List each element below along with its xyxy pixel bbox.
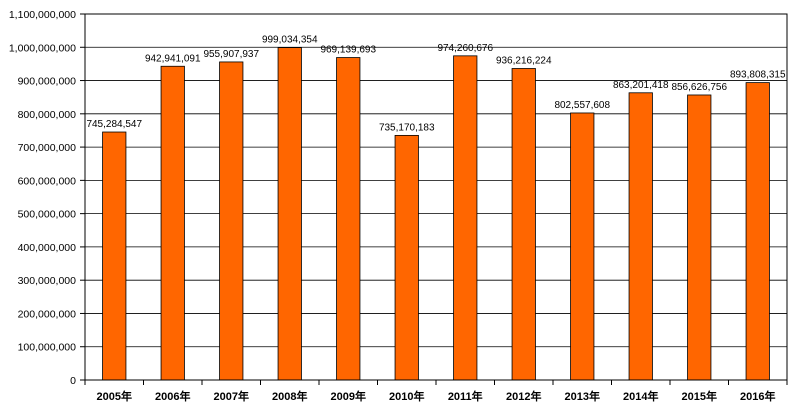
x-tick-label: 2013年 xyxy=(565,389,600,403)
bar xyxy=(453,55,478,381)
x-axis-tick-labels: 2005年 2006年 2007年 2008年 2009年 2010年 2011年 2012年… xyxy=(97,389,776,403)
data-label: 893,808,315 xyxy=(730,70,786,81)
axes xyxy=(80,13,788,385)
x-tick-label: 2010年 xyxy=(389,389,424,403)
bar xyxy=(511,68,536,381)
bar xyxy=(628,92,653,381)
data-label: 999,034,354 xyxy=(262,35,318,46)
bar xyxy=(394,134,419,381)
data-labels: 745,284,547 942,941,091 955,907,937999,034… xyxy=(86,35,786,134)
y-tick-label: 100,000,000 xyxy=(18,342,77,354)
x-tick-label: 2007年 xyxy=(214,389,249,403)
y-tick-label: 1,000,000,000 xyxy=(9,42,76,54)
y-tick-label: 300,000,000 xyxy=(18,275,77,287)
y-tick-label: 200,000,000 xyxy=(18,308,77,320)
data-label: 955,907,937 xyxy=(203,49,259,60)
x-tick-label: 2014年 xyxy=(623,389,658,403)
bar xyxy=(745,82,770,381)
bar xyxy=(219,61,244,381)
x-tick-label: 2015年 xyxy=(682,389,717,403)
x-tick-label: 2009年 xyxy=(331,389,366,403)
x-tick-label: 2012年 xyxy=(506,389,541,403)
y-tick-label: 800,000,000 xyxy=(18,109,77,121)
data-label: 856,626,756 xyxy=(671,82,727,93)
bar xyxy=(687,94,712,381)
data-label: 942,941,091 xyxy=(145,53,201,64)
x-tick-label: 2006年 xyxy=(155,389,190,403)
data-label: 863,201,418 xyxy=(613,80,669,91)
bar xyxy=(277,47,302,381)
y-tick-label: 1,100,000,000 xyxy=(9,9,76,21)
data-label: 745,284,547 xyxy=(86,119,142,130)
y-tick-label: 0 xyxy=(70,375,76,387)
x-tick-label: 2016年 xyxy=(740,389,775,403)
bar xyxy=(102,131,127,381)
x-tick-label: 2011年 xyxy=(448,389,483,403)
x-tick-label: 2008年 xyxy=(272,389,307,403)
data-label: 974,260,676 xyxy=(437,43,493,54)
y-tick-label: 700,000,000 xyxy=(18,142,77,154)
data-label: 969,139,693 xyxy=(320,45,376,56)
y-tick-label: 500,000,000 xyxy=(18,209,77,221)
bar xyxy=(336,57,361,381)
data-label: 802,557,608 xyxy=(554,100,610,111)
y-axis-tick-labels: 0 100,000,000 200,000,000 300,000,000 400,00… xyxy=(9,9,76,387)
y-tick-label: 600,000,000 xyxy=(18,175,77,187)
data-label: 936,216,224 xyxy=(496,55,552,66)
x-tick-label: 2005年 xyxy=(97,389,132,403)
bar xyxy=(570,112,595,381)
data-label: 735,170,183 xyxy=(379,122,435,133)
bar xyxy=(160,65,185,381)
y-tick-label: 900,000,000 xyxy=(18,76,77,88)
plot-area-border xyxy=(84,13,788,381)
y-tick-label: 400,000,000 xyxy=(18,242,77,254)
